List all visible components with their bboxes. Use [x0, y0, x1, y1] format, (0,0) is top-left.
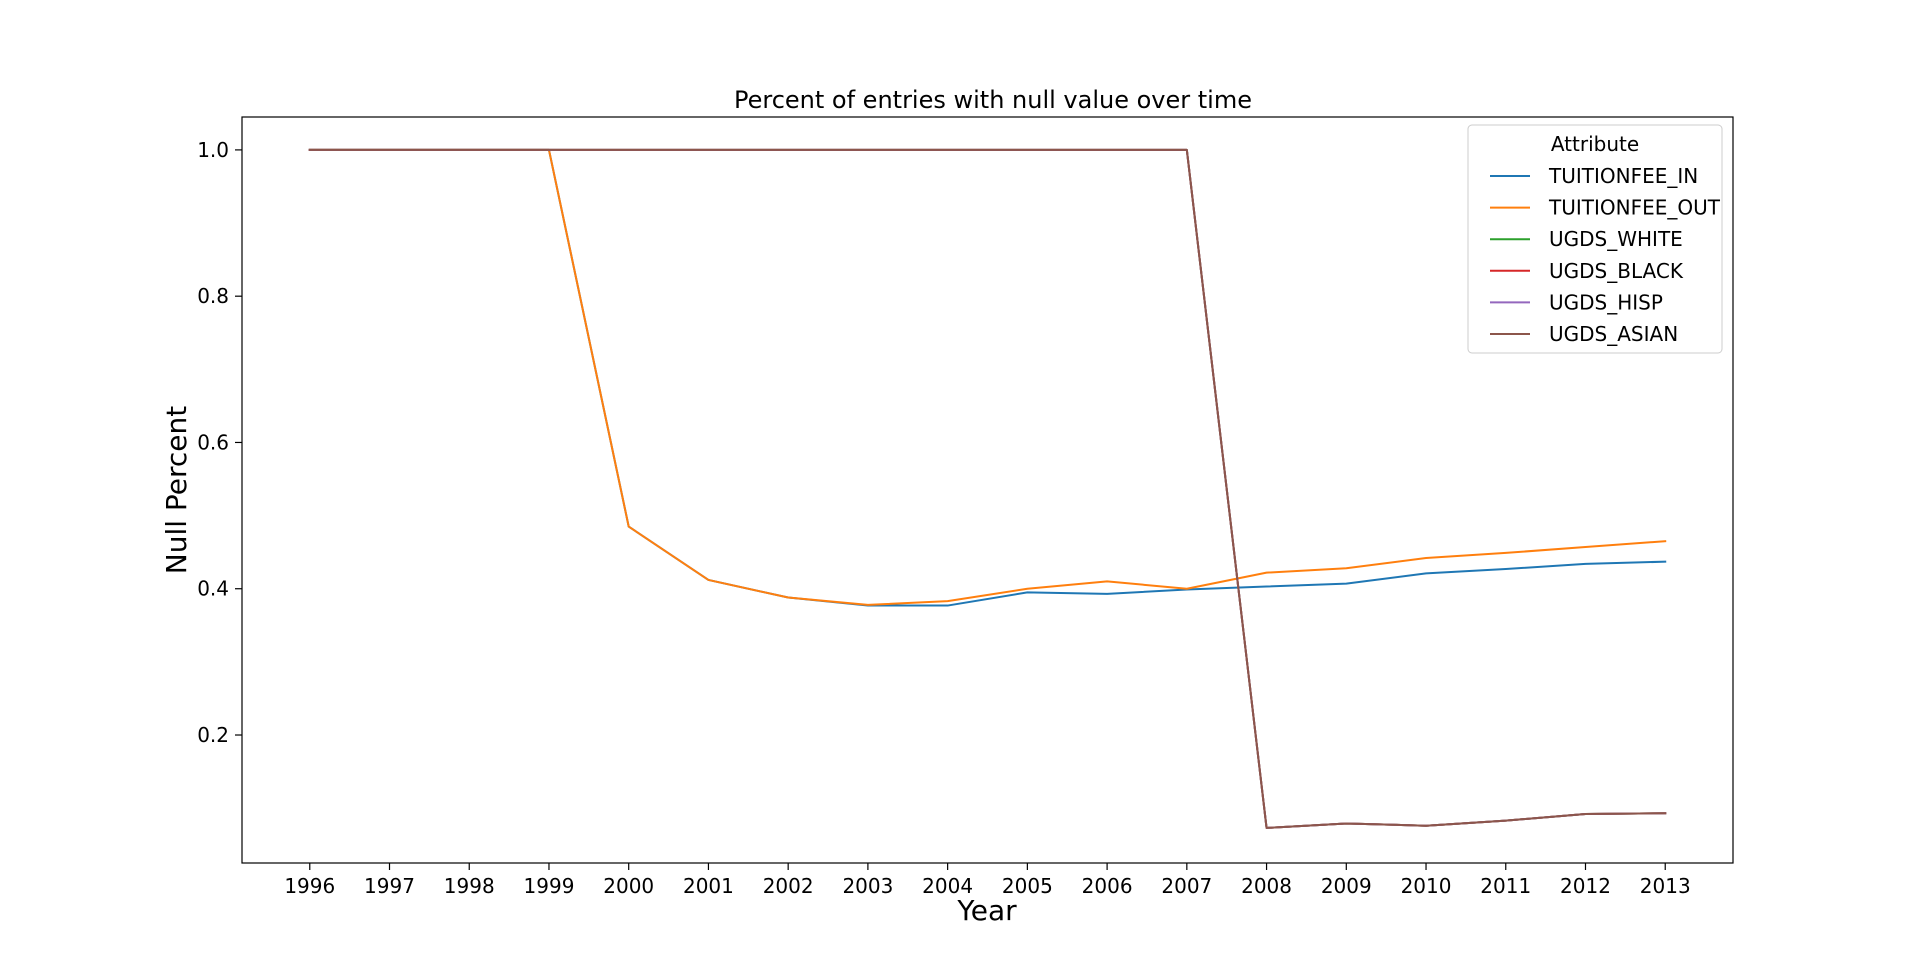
x-tick-label: 2006	[1082, 874, 1133, 898]
x-tick-label: 2003	[842, 874, 893, 898]
x-tick-label: 1999	[524, 874, 575, 898]
x-tick-label: 2011	[1480, 874, 1531, 898]
legend-label: UGDS_HISP	[1549, 290, 1663, 314]
x-tick-label: 1997	[364, 874, 415, 898]
x-tick-label: 1996	[284, 874, 335, 898]
y-axis-ticks: 0.2 0.4 0.6 0.8 1.0	[197, 138, 242, 747]
y-tick-label: 1.0	[197, 138, 229, 162]
x-tick-label: 2010	[1401, 874, 1452, 898]
legend-label: UGDS_ASIAN	[1549, 322, 1678, 346]
plot-frame	[241, 116, 1734, 864]
legend-entries: TUITIONFEE_IN TUITIONFEE_OUT UGDS_WHITE UGD…	[1490, 164, 1721, 346]
x-axis-ticks: 1996 1997 1998 1999 2000 2001 2002 2003 2004 2005…	[284, 863, 1691, 898]
legend-title: Attribute	[1551, 132, 1639, 156]
x-tick-label: 2009	[1321, 874, 1372, 898]
x-tick-label: 2000	[603, 874, 654, 898]
legend-label: TUITIONFEE_OUT	[1548, 196, 1721, 220]
plot-lines	[308, 148, 1667, 829]
x-axis-label: Year	[956, 894, 1017, 927]
x-tick-label: 2004	[922, 874, 973, 898]
series-line-ugds-asian	[308, 148, 1667, 829]
x-tick-label: 2013	[1640, 874, 1691, 898]
x-tick-label: 2001	[683, 874, 734, 898]
legend-label: TUITIONFEE_IN	[1548, 164, 1698, 188]
x-tick-label: 2005	[1002, 874, 1053, 898]
x-tick-label: 1998	[444, 874, 495, 898]
legend: Attribute TUITIONFEE_IN TUITIONFEE_OUT UGD…	[1467, 124, 1723, 354]
y-axis-label: Null Percent	[160, 406, 193, 575]
y-tick-label: 0.2	[197, 723, 229, 747]
y-tick-label: 0.4	[197, 577, 229, 601]
legend-label: UGDS_BLACK	[1549, 259, 1684, 283]
x-tick-label: 2008	[1241, 874, 1292, 898]
x-tick-label: 2007	[1161, 874, 1212, 898]
legend-label: UGDS_WHITE	[1549, 227, 1683, 251]
x-tick-label: 2012	[1560, 874, 1611, 898]
chart-title: Percent of entries with null value over …	[734, 86, 1252, 114]
x-tick-label: 2002	[763, 874, 814, 898]
legend-box	[1467, 124, 1723, 354]
y-tick-label: 0.8	[197, 284, 229, 308]
y-tick-label: 0.6	[197, 430, 229, 454]
